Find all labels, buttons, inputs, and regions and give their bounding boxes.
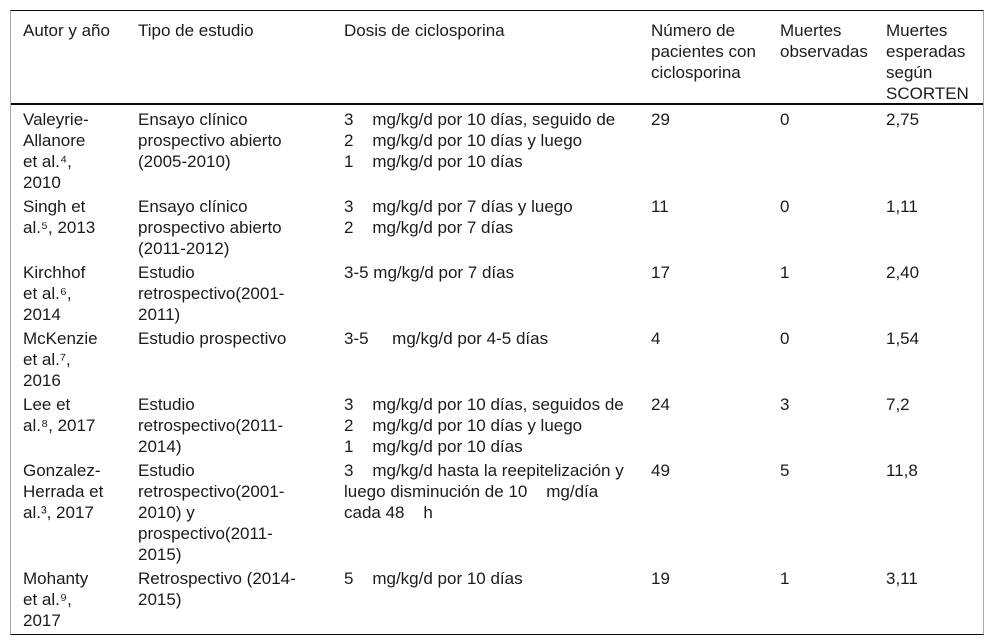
- cell-study-type: Retrospectivo (2014- 2015): [138, 569, 296, 609]
- cell-observed-deaths: 3: [780, 395, 790, 414]
- cell-study-type: Estudio prospectivo: [138, 329, 287, 348]
- cell-dose: 3 mg/kg/d por 10 días, seguido de 2 mg/k…: [344, 110, 616, 171]
- column-header-patients: Número de pacientes con ciclosporina: [651, 21, 756, 82]
- cell-dose: 3 mg/kg/d hasta la reepitelización y lue…: [344, 461, 624, 522]
- cell-patients: 11: [651, 197, 669, 216]
- column-header-author: Autor y año: [23, 21, 110, 40]
- cell-dose: 3 mg/kg/d por 7 días y luego 2 mg/kg/d p…: [344, 197, 573, 237]
- cell-author: Singh et al.⁵, 2013: [23, 197, 96, 237]
- cell-patients: 4: [651, 329, 661, 348]
- cell-dose: 3-5 mg/kg/d por 4-5 días: [344, 329, 549, 348]
- cell-expected-deaths: 1,54: [886, 329, 920, 348]
- cell-author: Kirchhof et al.⁶, 2014: [23, 263, 86, 324]
- column-header-observed-deaths: Muertes observadas: [780, 21, 868, 61]
- table-row: Singh et al.⁵, 2013 Ensayo clínico prosp…: [11, 196, 983, 262]
- table-row: Valeyrie- Allanore et al.⁴, 2010 Ensayo …: [11, 109, 983, 196]
- table-body: Valeyrie- Allanore et al.⁴, 2010 Ensayo …: [11, 105, 983, 634]
- cell-patients: 19: [651, 569, 670, 588]
- ciclosporin-studies-table: Autor y año Tipo de estudio Dosis de cic…: [10, 10, 984, 635]
- cell-author: Lee et al.⁸, 2017: [23, 395, 96, 435]
- cell-study-type: Ensayo clínico prospectivo abierto (2011…: [138, 197, 282, 258]
- cell-expected-deaths: 2,75: [886, 110, 920, 129]
- cell-patients: 17: [651, 263, 670, 282]
- cell-expected-deaths: 3,11: [886, 569, 918, 588]
- table-row: Gonzalez- Herrada et al.³, 2017 Estudio …: [11, 460, 983, 568]
- cell-author: Valeyrie- Allanore et al.⁴, 2010: [23, 110, 89, 192]
- cell-expected-deaths: 11,8: [886, 461, 918, 480]
- cell-observed-deaths: 5: [780, 461, 790, 480]
- column-header-expected-deaths: Muertes esperadas según SCORTEN: [886, 21, 969, 103]
- cell-patients: 24: [651, 395, 670, 414]
- cell-observed-deaths: 1: [780, 263, 790, 282]
- cell-study-type: Ensayo clínico prospectivo abierto (2005…: [138, 110, 282, 171]
- column-header-dose: Dosis de ciclosporina: [344, 21, 505, 40]
- cell-observed-deaths: 0: [780, 110, 790, 129]
- cell-expected-deaths: 2,40: [886, 263, 920, 282]
- cell-expected-deaths: 7,2: [886, 395, 910, 414]
- cell-observed-deaths: 1: [780, 569, 790, 588]
- cell-patients: 29: [651, 110, 670, 129]
- table-row: Mohanty et al.⁹, 2017 Retrospectivo (201…: [11, 568, 983, 634]
- cell-dose: 5 mg/kg/d por 10 días: [344, 569, 523, 588]
- cell-dose: 3 mg/kg/d por 10 días, seguidos de 2 mg/…: [344, 395, 624, 456]
- cell-patients: 49: [651, 461, 670, 480]
- table-row: Kirchhof et al.⁶, 2014 Estudio retrospec…: [11, 262, 983, 328]
- table-row: McKenzie et al.⁷, 2016 Estudio prospecti…: [11, 328, 983, 394]
- cell-observed-deaths: 0: [780, 329, 790, 348]
- cell-study-type: Estudio retrospectivo(2001- 2010) y pros…: [138, 461, 285, 564]
- cell-study-type: Estudio retrospectivo(2001- 2011): [138, 263, 285, 324]
- column-header-study-type: Tipo de estudio: [138, 21, 254, 40]
- cell-study-type: Estudio retrospectivo(2011- 2014): [138, 395, 284, 456]
- cell-expected-deaths: 1,11: [886, 197, 918, 216]
- table-row: Lee et al.⁸, 2017 Estudio retrospectivo(…: [11, 394, 983, 460]
- cell-author: Mohanty et al.⁹, 2017: [23, 569, 89, 630]
- table-header-row: Autor y año Tipo de estudio Dosis de cic…: [11, 11, 983, 105]
- cell-author: Gonzalez- Herrada et al.³, 2017: [23, 461, 104, 522]
- cell-author: McKenzie et al.⁷, 2016: [23, 329, 98, 390]
- cell-dose: 3-5 mg/kg/d por 7 días: [344, 263, 515, 282]
- cell-observed-deaths: 0: [780, 197, 790, 216]
